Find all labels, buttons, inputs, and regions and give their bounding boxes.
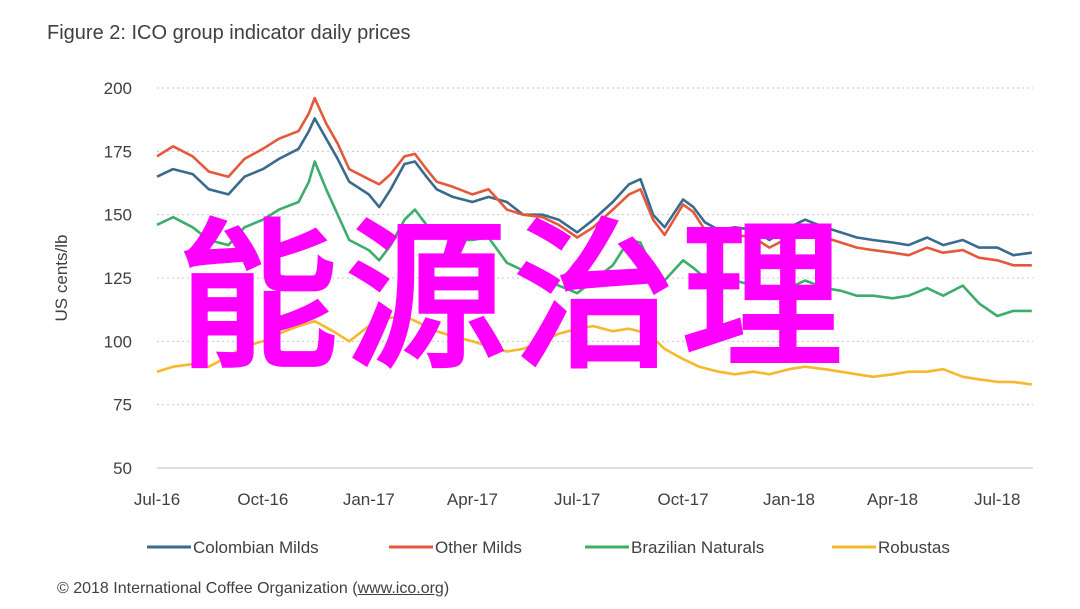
legend-label: Colombian Milds	[193, 538, 319, 557]
y-tick-label: 50	[113, 459, 132, 478]
legend-label: Other Milds	[435, 538, 522, 557]
series-line-brazilian-naturals	[156, 160, 1032, 318]
source-note: © 2018 International Coffee Organization…	[57, 580, 449, 598]
x-tick-label: Oct-17	[658, 490, 709, 509]
x-tick-label: Jul-16	[134, 490, 180, 509]
x-tick-label: Jul-17	[554, 490, 600, 509]
y-axis-ticks: 50 75 100 125 150 175 200	[104, 79, 132, 478]
legend-label: Robustas	[878, 538, 950, 557]
y-tick-label: 200	[104, 79, 132, 98]
legend: Colombian Milds Other Milds Brazilian Natu…	[147, 538, 950, 557]
y-tick-label: 100	[104, 332, 132, 351]
y-axis-label: US cents/lb	[52, 235, 71, 322]
series-group	[156, 96, 1032, 386]
y-tick-label: 175	[104, 142, 132, 161]
source-prefix: © 2018 International Coffee Organization…	[57, 580, 358, 597]
series-line-robustas	[156, 314, 1032, 386]
grid	[157, 87, 1033, 406]
series-line-colombian-milds	[156, 117, 1032, 257]
x-tick-label: Apr-18	[867, 490, 918, 509]
chart-title: Figure 2: ICO group indicator daily pric…	[47, 22, 411, 44]
x-axis-ticks: Jul-16 Oct-16 Jan-17 Apr-17 Jul-17 Oct-17 Jan-…	[134, 490, 1021, 509]
legend-label: Brazilian Naturals	[631, 538, 764, 557]
x-tick-label: Jan-18	[763, 490, 815, 509]
series-line-other-milds	[156, 96, 1032, 267]
y-tick-label: 125	[104, 269, 132, 288]
x-tick-label: Jul-18	[974, 490, 1020, 509]
watermark-text: 能源治理	[178, 204, 851, 391]
source-suffix: )	[443, 580, 450, 597]
x-tick-label: Oct-16	[237, 490, 288, 509]
x-tick-label: Jan-17	[343, 490, 395, 509]
x-tick-label: Apr-17	[447, 490, 498, 509]
y-tick-label: 75	[113, 396, 132, 415]
y-tick-label: 150	[104, 206, 132, 225]
source-link[interactable]: www.ico.org	[357, 580, 444, 597]
